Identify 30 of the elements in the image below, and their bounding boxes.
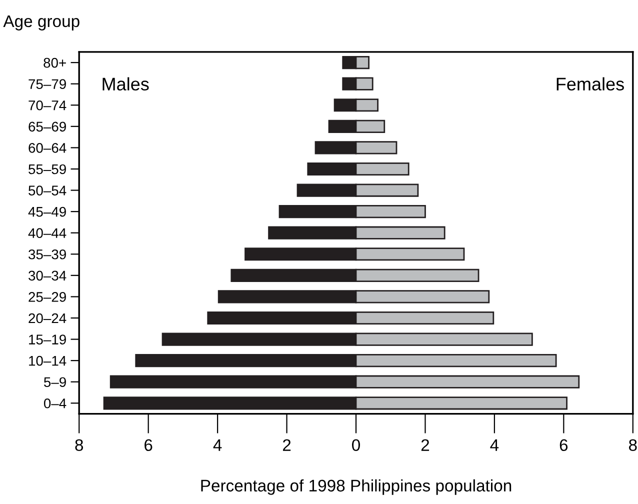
y-tick-label: 0–4 — [44, 398, 66, 408]
x-tick-label: 0 — [352, 439, 360, 452]
y-tick-label: 55–59 — [28, 164, 66, 174]
x-tick-label: 2 — [421, 439, 430, 451]
y-tick-label: 60–64 — [28, 143, 66, 153]
y-tick-label: 35–39 — [28, 249, 66, 260]
x-tick-label: 4 — [490, 439, 499, 451]
x-tick-label: 8 — [628, 439, 637, 452]
y-tick-label: 65–69 — [28, 122, 66, 132]
y-tick-label: 15–19 — [29, 334, 66, 344]
y-tick-label: 30–34 — [28, 270, 66, 281]
x-axis-title: Percentage of 1998 Philippines population — [201, 479, 512, 495]
x-tick-label: 6 — [144, 439, 152, 452]
text: Males — [102, 77, 149, 91]
y-tick-label: 80+ — [44, 58, 66, 68]
y-tick-label: 45–49 — [28, 206, 66, 217]
y-tick-label: 50–54 — [28, 186, 66, 196]
x-tick-label: 8 — [75, 439, 84, 452]
x-tick-label: 2 — [282, 439, 291, 451]
y-tick-label: 10–14 — [29, 356, 66, 366]
y-tick-label: 40–44 — [28, 228, 66, 238]
y-axis-title: Age group — [3, 16, 80, 30]
y-tick-label: 75–79 — [28, 79, 66, 90]
x-tick-label: 6 — [560, 439, 568, 452]
y-tick-label: 20–24 — [28, 313, 66, 324]
x-tick-label: 4 — [213, 439, 222, 451]
y-tick-label: 70–74 — [28, 100, 66, 110]
y-tick-label: 5–9 — [44, 377, 66, 388]
y-tick-label: 25–29 — [28, 292, 66, 302]
text: Females — [556, 77, 624, 91]
